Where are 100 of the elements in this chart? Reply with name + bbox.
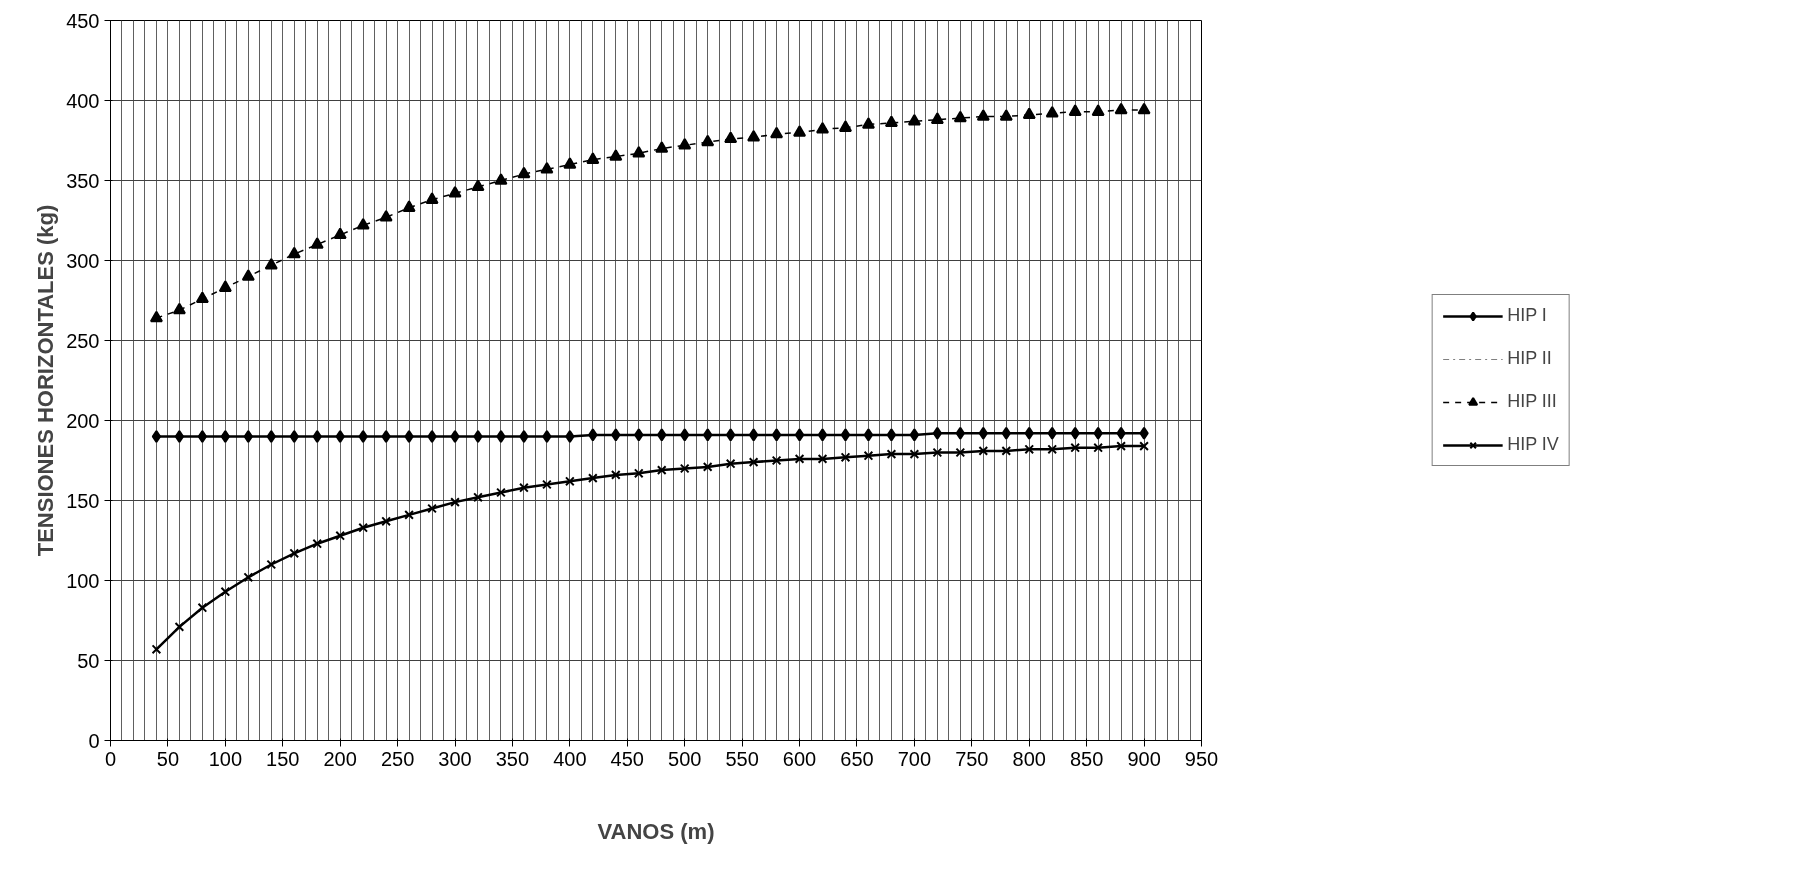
point xyxy=(1045,105,1059,118)
point xyxy=(680,428,690,442)
point xyxy=(473,430,483,443)
point xyxy=(542,430,552,443)
point xyxy=(884,115,898,128)
point xyxy=(517,166,531,179)
point xyxy=(794,428,805,442)
point xyxy=(151,644,162,655)
x-tick-label: 100 xyxy=(208,747,243,770)
point xyxy=(1070,442,1081,453)
point xyxy=(748,428,759,442)
point xyxy=(634,428,644,442)
point xyxy=(886,449,897,459)
point xyxy=(287,246,301,259)
point xyxy=(1116,426,1126,440)
point xyxy=(724,131,738,144)
point xyxy=(747,129,761,142)
point xyxy=(1024,444,1035,455)
point xyxy=(241,269,255,281)
point xyxy=(312,538,323,549)
point xyxy=(564,476,575,487)
point xyxy=(356,217,370,230)
x-tick-label: 750 xyxy=(955,747,989,770)
point xyxy=(379,209,393,222)
point xyxy=(771,428,782,442)
point xyxy=(1001,426,1011,440)
y-tick-label: 0 xyxy=(88,729,100,752)
point xyxy=(770,126,784,139)
y-tick-label: 450 xyxy=(66,9,100,32)
x-tick-label: 500 xyxy=(668,747,702,770)
point xyxy=(679,463,690,474)
point xyxy=(402,200,416,212)
y-axis-title: TENSIONES HORIZONTALES (kg) xyxy=(33,204,59,557)
point xyxy=(1093,442,1104,453)
point xyxy=(793,125,807,137)
point xyxy=(473,492,483,503)
point xyxy=(289,548,300,559)
point xyxy=(195,291,209,304)
point xyxy=(266,430,276,443)
point xyxy=(863,428,874,442)
x-tick-label: 550 xyxy=(725,747,759,770)
x-tick-label: 400 xyxy=(553,747,587,770)
point xyxy=(588,428,598,442)
point xyxy=(358,430,368,443)
point xyxy=(450,497,460,507)
point xyxy=(817,428,828,442)
point xyxy=(1024,426,1034,440)
point xyxy=(172,302,186,315)
y-tick-label: 250 xyxy=(66,329,100,352)
point xyxy=(519,430,529,443)
point xyxy=(540,161,554,174)
point xyxy=(909,428,920,442)
point xyxy=(335,430,345,443)
point xyxy=(1139,426,1149,440)
point xyxy=(151,430,162,443)
point xyxy=(174,622,185,632)
point xyxy=(702,462,713,472)
point xyxy=(197,602,208,613)
point xyxy=(932,447,943,458)
point xyxy=(220,430,231,443)
x-tick-label: 450 xyxy=(610,747,644,770)
point xyxy=(794,454,805,464)
x-tick-label: 950 xyxy=(1184,747,1219,770)
point xyxy=(587,473,598,483)
point xyxy=(243,572,254,583)
x-axis-title: VANOS (m) xyxy=(597,818,715,844)
point xyxy=(955,426,965,440)
y-tick-label: 50 xyxy=(77,649,100,672)
x-tick-label: 250 xyxy=(380,747,415,770)
y-tick-label: 300 xyxy=(66,249,100,272)
point xyxy=(953,110,967,123)
point xyxy=(655,141,669,153)
y-tick-label: 350 xyxy=(66,169,100,192)
y-tick-label: 200 xyxy=(66,409,100,432)
point xyxy=(678,137,692,150)
x-tick-label: 300 xyxy=(438,747,472,770)
point xyxy=(197,430,208,443)
point xyxy=(266,559,277,570)
x-tick-label: 800 xyxy=(1012,747,1046,770)
point xyxy=(817,454,828,464)
point xyxy=(1001,446,1012,456)
point xyxy=(632,145,646,158)
point xyxy=(656,465,667,475)
point xyxy=(932,426,943,440)
point xyxy=(978,426,988,440)
point xyxy=(494,173,508,185)
x-tick-label: 600 xyxy=(782,747,817,770)
point xyxy=(909,449,920,459)
point xyxy=(725,428,736,442)
point xyxy=(427,503,437,514)
point xyxy=(404,430,414,443)
point xyxy=(496,430,506,443)
point xyxy=(701,134,715,147)
point xyxy=(1137,102,1151,115)
point xyxy=(863,450,874,461)
legend-label: HIP IV xyxy=(1507,434,1559,455)
point xyxy=(289,430,299,443)
point xyxy=(633,468,644,479)
point xyxy=(886,428,897,442)
point xyxy=(427,430,437,443)
